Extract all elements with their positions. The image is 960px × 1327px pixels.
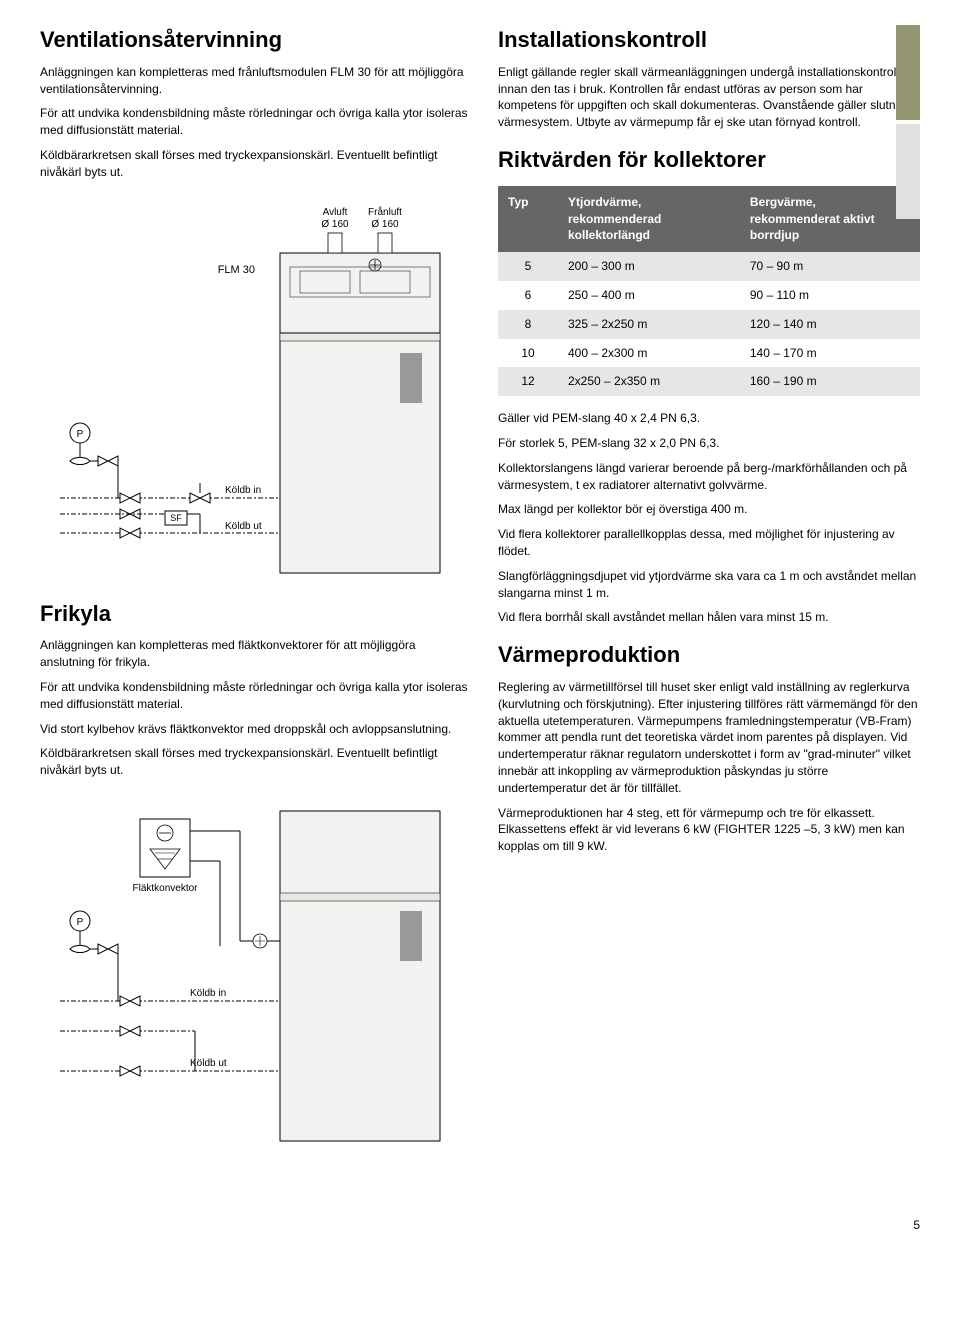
page-number: 5 — [40, 1217, 920, 1234]
side-tab-1 — [896, 25, 920, 120]
side-tab-2 — [896, 124, 920, 219]
table-cell: 200 – 300 m — [558, 252, 740, 281]
label-p: P — [77, 917, 84, 928]
table-cell: 2x250 – 2x350 m — [558, 367, 740, 396]
table-cell: 10 — [498, 339, 558, 368]
table-header: Typ — [498, 186, 558, 252]
heading-ventilation: Ventilationsåtervinning — [40, 25, 470, 56]
heading-varmeproduktion: Värmeproduktion — [498, 640, 920, 671]
para: För att undvika kondensbildning måste rö… — [40, 105, 470, 139]
table-cell: 120 – 140 m — [740, 310, 920, 339]
para: Vid stort kylbehov krävs fläktkonvektor … — [40, 721, 470, 738]
table-row: 6250 – 400 m90 – 110 m — [498, 281, 920, 310]
para: Enligt gällande regler skall värmeanlägg… — [498, 64, 920, 131]
table-cell: 70 – 90 m — [740, 252, 920, 281]
para: Max längd per kollektor bör ej överstiga… — [498, 501, 920, 518]
label-koldb-ut: Köldb ut — [190, 1058, 227, 1069]
para: För att undvika kondensbildning måste rö… — [40, 679, 470, 713]
para: Värmeproduktionen har 4 steg, ett för vä… — [498, 805, 920, 855]
label-sf: SF — [170, 513, 182, 523]
table-cell: 325 – 2x250 m — [558, 310, 740, 339]
label-koldb-ut: Köldb ut — [225, 521, 262, 532]
table-row: 10400 – 2x300 m140 – 170 m — [498, 339, 920, 368]
table-row: 5200 – 300 m70 – 90 m — [498, 252, 920, 281]
label-p: P — [77, 429, 84, 440]
para: Slangförläggningsdjupet vid ytjordvärme … — [498, 568, 920, 602]
label-koldb-in: Köldb in — [225, 485, 261, 496]
label-flaktkonvektor: Fläktkonvektor — [132, 883, 198, 894]
para: Köldbärarkretsen skall förses med trycke… — [40, 745, 470, 779]
label-avluft-dia: Ø 160 — [321, 219, 349, 230]
para: För storlek 5, PEM-slang 32 x 2,0 PN 6,3… — [498, 435, 920, 452]
heading-frikyla: Frikyla — [40, 599, 470, 630]
heading-installationskontroll: Installationskontroll — [498, 25, 920, 56]
table-cell: 160 – 190 m — [740, 367, 920, 396]
table-row: 122x250 – 2x350 m160 – 190 m — [498, 367, 920, 396]
para: Anläggningen kan kompletteras med fläktk… — [40, 637, 470, 671]
table-cell: 12 — [498, 367, 558, 396]
table-cell: 250 – 400 m — [558, 281, 740, 310]
label-avluft: Avluft — [323, 207, 348, 218]
label-franluft: Frånluft — [368, 206, 402, 218]
side-tabs — [896, 25, 920, 223]
para: Vid flera borrhål skall avståndet mellan… — [498, 609, 920, 626]
para: Anläggningen kan kompletteras med frånlu… — [40, 64, 470, 98]
label-franluft-dia: Ø 160 — [371, 219, 399, 230]
table-header: Bergvärme,rekommenderat aktivt borrdjup — [740, 186, 920, 252]
table-cell: 400 – 2x300 m — [558, 339, 740, 368]
para: Kollektorslangens längd varierar beroend… — [498, 460, 920, 494]
table-row: 8325 – 2x250 m120 – 140 m — [498, 310, 920, 339]
table-cell: 5 — [498, 252, 558, 281]
para: Reglering av värmetillförsel till huset … — [498, 679, 920, 797]
table-cell: 8 — [498, 310, 558, 339]
kollektor-table: TypYtjordvärme,rekommenderad kollektorlä… — [498, 186, 920, 396]
label-koldb-in: Köldb in — [190, 988, 226, 999]
table-cell: 6 — [498, 281, 558, 310]
label-flm30: FLM 30 — [218, 264, 255, 276]
diagram-frikyla: Fläktkonvektor P Kö — [40, 791, 470, 1171]
para: Vid flera kollektorer parallellkopplas d… — [498, 526, 920, 560]
para: Köldbärarkretsen skall förses med trycke… — [40, 147, 470, 181]
table-cell: 140 – 170 m — [740, 339, 920, 368]
diagram-flm30: Avluft Ø 160 Frånluft Ø 160 FLM 30 P — [40, 193, 470, 583]
table-header: Ytjordvärme,rekommenderad kollektorlängd — [558, 186, 740, 252]
heading-riktvarden: Riktvärden för kollektorer — [498, 145, 920, 176]
table-cell: 90 – 110 m — [740, 281, 920, 310]
para: Gäller vid PEM-slang 40 x 2,4 PN 6,3. — [498, 410, 920, 427]
